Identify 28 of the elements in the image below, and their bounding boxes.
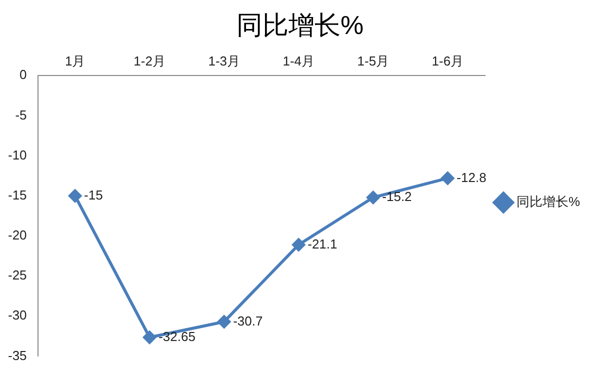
y-tick-label: -20 bbox=[8, 228, 27, 243]
x-tick-label: 1-4月 bbox=[282, 53, 315, 68]
y-tick-label: 0 bbox=[20, 67, 27, 82]
x-tick-label: 1-5月 bbox=[357, 53, 390, 68]
x-tick-label: 1-3月 bbox=[208, 53, 240, 68]
legend-label: 同比增长% bbox=[516, 194, 580, 210]
point bbox=[143, 330, 156, 344]
x-tick-label: 1-6月 bbox=[432, 53, 464, 68]
y-tick-label: -5 bbox=[15, 107, 27, 122]
point bbox=[441, 172, 454, 185]
y-tick-label: -25 bbox=[8, 268, 27, 283]
data-label: -15.2 bbox=[382, 189, 412, 204]
data-label: -21.1 bbox=[308, 236, 338, 252]
point bbox=[292, 238, 306, 252]
y-tick-label: -10 bbox=[8, 147, 27, 162]
data-label: -12.8 bbox=[456, 170, 486, 185]
data-label: -15 bbox=[84, 187, 103, 202]
point bbox=[366, 190, 380, 204]
chart-title: 同比增长% bbox=[235, 9, 365, 42]
point bbox=[68, 189, 82, 202]
x-tick-label: 1-2月 bbox=[134, 53, 166, 68]
y-tick-label: -30 bbox=[8, 308, 27, 323]
data-label: -30.7 bbox=[233, 313, 263, 328]
point bbox=[218, 315, 231, 328]
y-tick-label: -15 bbox=[8, 187, 27, 202]
x-tick-label: 1月 bbox=[64, 53, 86, 68]
data-label: -32.65 bbox=[158, 328, 196, 344]
y-tick-label: -35 bbox=[8, 348, 27, 363]
